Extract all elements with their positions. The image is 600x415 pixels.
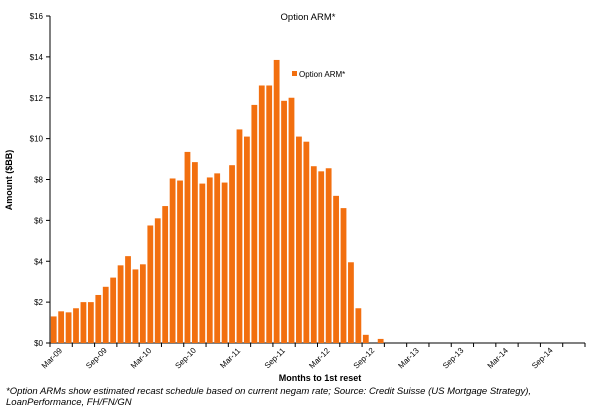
chart-title: Option ARM*: [281, 12, 336, 23]
bar: [147, 225, 154, 343]
bar: [229, 165, 235, 343]
bar: [362, 334, 369, 343]
y-tick-label: $8: [34, 176, 43, 185]
y-tick-label: $14: [30, 53, 44, 62]
bar: [132, 269, 139, 343]
bar: [325, 168, 332, 343]
bar: [73, 308, 79, 343]
bar: [236, 129, 243, 343]
bar: [125, 256, 131, 343]
bar: [50, 316, 57, 343]
bar: [139, 264, 146, 343]
bar: [288, 97, 295, 343]
bar: [318, 171, 325, 343]
bar: [340, 208, 347, 343]
bar: [348, 262, 354, 343]
bar: [177, 180, 183, 343]
y-tick-label: $0: [34, 339, 43, 348]
bar: [221, 182, 228, 343]
x-axis: Mar-09 Sep-09 Mar-10 Sep-10 Mar-11 Sep-11 Mar-…: [40, 342, 586, 371]
bar: [58, 311, 65, 343]
x-tick-label: Mar-12: [307, 346, 332, 371]
y-tick-label: $16: [30, 12, 44, 21]
bar: [162, 206, 169, 343]
bar: [214, 173, 221, 343]
x-tick-label: Mar-13: [396, 346, 421, 371]
y-tick-label: $2: [34, 298, 43, 307]
legend-swatch: [292, 71, 297, 76]
bar: [258, 85, 265, 344]
bar: [206, 177, 213, 343]
legend-label: Option ARM*: [299, 70, 345, 79]
bar: [333, 195, 339, 343]
bar: [281, 100, 287, 343]
y-tick-label: $6: [34, 216, 43, 225]
bar: [296, 136, 302, 343]
y-axis-label: Amount ($BB): [4, 150, 14, 211]
bar: [199, 183, 206, 343]
x-tick-label: Sep-10: [173, 346, 198, 371]
bar: [95, 294, 102, 343]
bar: [80, 302, 87, 343]
x-tick-label: Sep-13: [441, 346, 466, 371]
x-tick-label: Mar-14: [486, 346, 511, 371]
bar: [65, 312, 72, 343]
bar: [377, 338, 384, 343]
bar: [169, 178, 176, 343]
bar: [244, 136, 250, 343]
bar: [266, 85, 273, 344]
y-tick-label: $12: [30, 94, 44, 103]
x-tick-label: Sep-09: [84, 346, 109, 371]
x-tick-label: Sep-12: [352, 346, 377, 371]
bar: [303, 141, 310, 343]
x-axis-label: Months to 1st reset: [279, 373, 362, 383]
x-tick-label: Sep-11: [263, 346, 288, 371]
bar: [87, 302, 94, 343]
y-axis: $0 $2 $4 $6 $8 $10 $12 $14 $16: [30, 12, 51, 348]
legend: Option ARM*: [292, 70, 345, 79]
bar: [310, 166, 317, 343]
bar: [251, 104, 258, 343]
x-tick-label: Mar-09: [40, 346, 65, 371]
x-tick-label: Mar-10: [129, 346, 154, 371]
bar: [117, 265, 124, 343]
bar: [191, 162, 198, 343]
bar: [102, 286, 109, 343]
footnote: *Option ARMs show estimated recast sched…: [6, 386, 532, 408]
bar: [273, 59, 280, 344]
bar: [154, 218, 161, 343]
y-tick-label: $10: [30, 135, 44, 144]
bar: [110, 277, 117, 343]
y-tick-label: $4: [34, 257, 43, 266]
bars: [50, 59, 384, 344]
x-tick-label: Sep-14: [530, 346, 555, 371]
bar: [355, 308, 362, 343]
bar: [184, 151, 191, 343]
x-tick-label: Mar-11: [218, 346, 242, 370]
